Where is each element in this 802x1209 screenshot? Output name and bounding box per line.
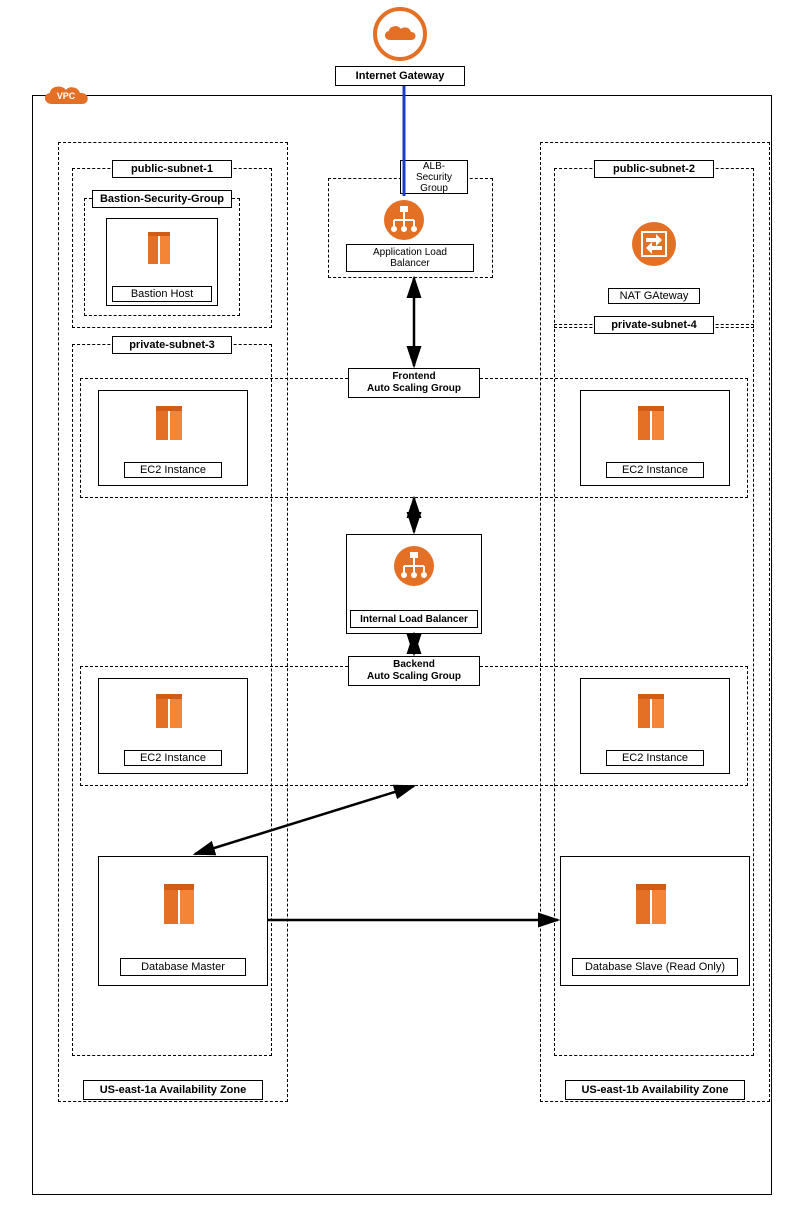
internet-gateway-label: Internet Gateway — [335, 66, 465, 86]
az-left-label: US-east-1a Availability Zone — [83, 1080, 263, 1100]
nat-gateway-icon — [626, 216, 682, 277]
nat-gateway-label: NAT GAteway — [608, 288, 700, 304]
private-subnet-3-title: private-subnet-3 — [112, 336, 232, 354]
ec2-icon — [632, 688, 678, 739]
alb-label: Application Load Balancer — [346, 244, 474, 272]
backend-asg-title: Backend Auto Scaling Group — [348, 656, 480, 686]
db-master-label: Database Master — [120, 958, 246, 976]
ilb-label: Internal Load Balancer — [350, 610, 478, 628]
diagram-canvas: VPC Internet Gateway US-east-1a Availabi… — [0, 0, 802, 1209]
bastion-sg-title: Bastion-Security-Group — [92, 190, 232, 208]
ec2-frontend-right-label: EC2 Instance — [606, 462, 704, 478]
az-right-label: US-east-1b Availability Zone — [565, 1080, 745, 1100]
ec2-icon — [632, 400, 678, 451]
ec2-frontend-left-label: EC2 Instance — [124, 462, 222, 478]
private-subnet-4-title: private-subnet-4 — [594, 316, 714, 334]
frontend-asg-title: Frontend Auto Scaling Group — [348, 368, 480, 398]
public-subnet-1-title: public-subnet-1 — [112, 160, 232, 178]
alb-sg-title: ALB-Security Group — [400, 160, 468, 194]
db-slave-label: Database Slave (Read Only) — [572, 958, 738, 976]
vpc-badge: VPC — [38, 80, 94, 115]
db-slave-icon — [630, 876, 680, 937]
ec2-backend-left-label: EC2 Instance — [124, 750, 222, 766]
svg-text:VPC: VPC — [57, 91, 76, 101]
alb-icon — [380, 196, 428, 249]
ec2-backend-right-label: EC2 Instance — [606, 750, 704, 766]
db-master-icon — [158, 876, 208, 937]
public-subnet-2-title: public-subnet-2 — [594, 160, 714, 178]
bastion-host-icon — [140, 226, 184, 275]
bastion-host-label: Bastion Host — [112, 286, 212, 302]
ec2-icon — [150, 400, 196, 451]
ec2-icon — [150, 688, 196, 739]
ilb-icon — [390, 542, 438, 595]
internet-gateway-icon — [372, 6, 428, 67]
